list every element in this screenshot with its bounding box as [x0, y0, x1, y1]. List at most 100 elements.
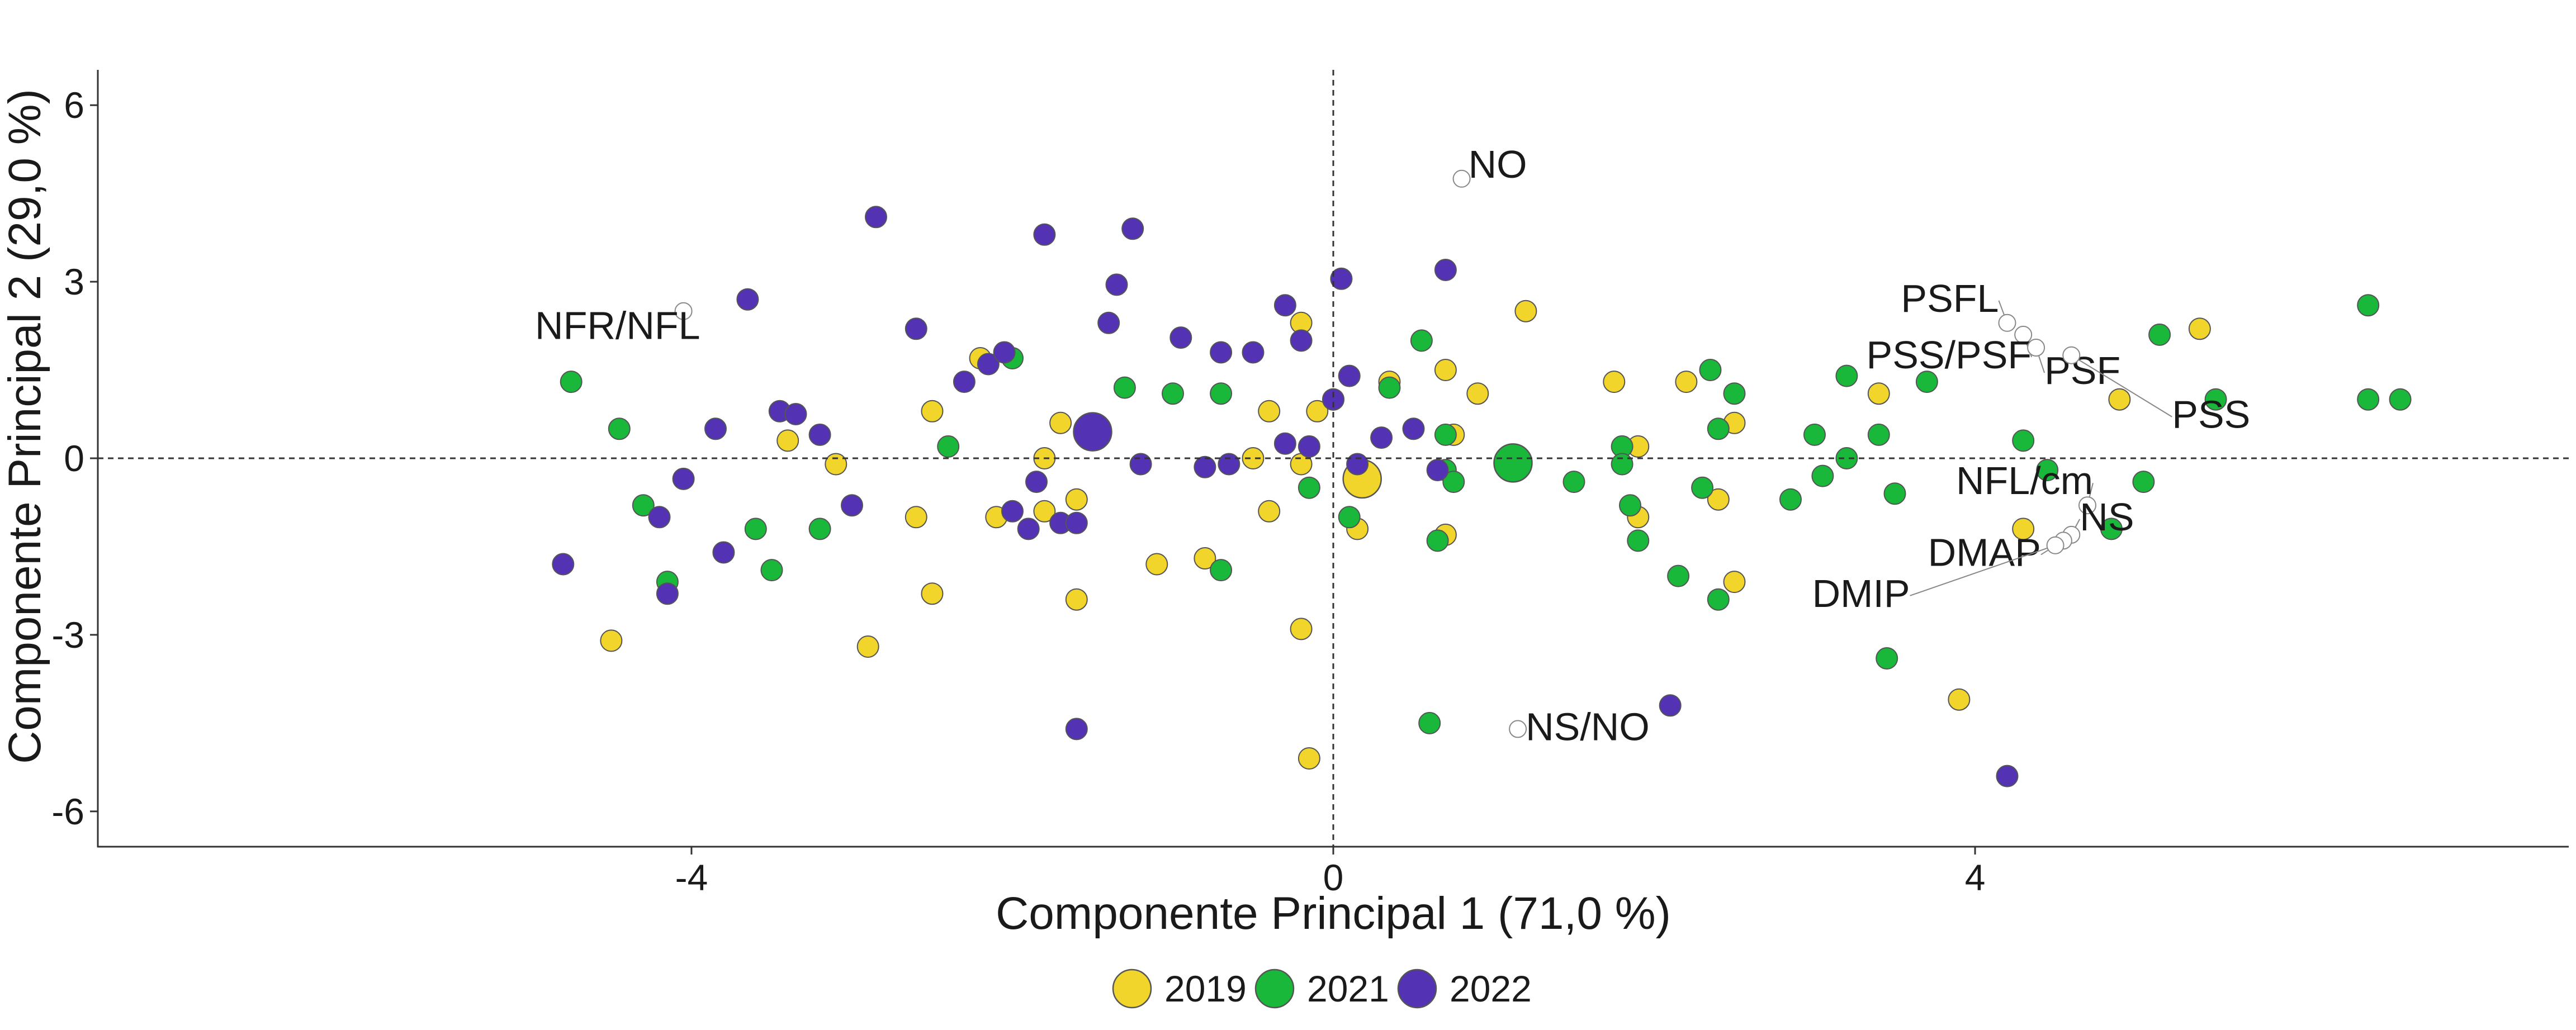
point-2022	[1218, 453, 1240, 476]
point-2022	[1290, 329, 1313, 352]
point-2022	[1434, 259, 1457, 281]
point-2021	[2012, 429, 2035, 452]
variable-label: PSS/PSF	[1867, 333, 2032, 377]
point-2021	[2100, 518, 2123, 540]
point-2022	[672, 467, 695, 490]
y-tick-label: 0	[64, 438, 84, 479]
point-2021	[2148, 323, 2171, 346]
point-2021	[1699, 359, 1722, 381]
y-tick-label: 3	[64, 261, 84, 302]
legend-item-2019: 2019	[1112, 968, 1247, 1009]
point-2022	[905, 317, 927, 340]
point-2021	[2389, 388, 2412, 411]
point-2019	[600, 629, 623, 652]
variable-marker	[1452, 169, 1471, 188]
point-2022	[1242, 341, 1265, 364]
point-2019	[1707, 488, 1730, 511]
point-2022	[1273, 294, 1296, 317]
variable-label: NFR/NFL	[535, 304, 700, 348]
point-2019	[856, 635, 879, 658]
point-2021	[1210, 559, 1233, 582]
label-leader	[2071, 354, 2172, 417]
point-2019	[1258, 500, 1281, 523]
point-2019	[1049, 411, 1072, 434]
point-2019	[1065, 488, 1088, 511]
point-2021	[1915, 371, 1938, 393]
point-2021	[1410, 329, 1433, 352]
point-2021	[1434, 423, 1457, 446]
point-2021	[760, 559, 783, 582]
x-tick-label: -4	[675, 857, 708, 898]
point-2021	[1707, 417, 1730, 440]
point-2021	[2357, 388, 2380, 411]
legend-swatch	[1254, 969, 1295, 1009]
point-2021	[808, 518, 831, 540]
centroid-2021	[1493, 443, 1533, 483]
point-2022	[1370, 426, 1393, 449]
point-2019	[1603, 371, 1626, 393]
point-2022	[552, 553, 575, 576]
legend-swatch	[1112, 969, 1152, 1009]
point-2022	[1129, 453, 1152, 476]
point-2019	[776, 429, 799, 452]
point-2022	[1105, 273, 1128, 296]
point-2021	[1723, 382, 1746, 405]
point-2022	[736, 288, 759, 311]
point-2022	[1346, 453, 1369, 476]
point-2021	[1338, 506, 1361, 529]
point-2021	[1298, 476, 1320, 499]
point-2021	[1803, 423, 1826, 446]
point-2019	[825, 453, 847, 476]
point-2021	[1442, 471, 1465, 493]
point-2019	[2188, 317, 2211, 340]
legend-label: 2019	[1164, 968, 1247, 1009]
variable-label: NS/NO	[1526, 705, 1650, 748]
point-2021	[1811, 464, 1834, 487]
point-2021	[632, 494, 655, 517]
legend-swatch	[1397, 969, 1437, 1009]
variable-marker	[2027, 339, 2045, 357]
point-2022	[977, 353, 1000, 376]
point-2021	[2357, 294, 2380, 317]
point-2019	[1194, 547, 1216, 569]
point-2021	[1426, 529, 1449, 552]
point-2021	[1611, 453, 1633, 476]
legend: 2019 2021 2022	[1112, 968, 1532, 1009]
point-2021	[1619, 494, 1641, 517]
data-points	[552, 206, 2412, 787]
variable-label: DMIP	[1812, 572, 1910, 615]
x-tick-label: 4	[1965, 857, 1986, 898]
y-tick-label: -3	[51, 614, 84, 656]
point-2022	[712, 541, 735, 564]
point-2022	[1402, 417, 1425, 440]
point-2019	[1242, 447, 1265, 469]
point-2022	[1169, 326, 1192, 349]
point-2022	[1194, 455, 1216, 478]
point-2021	[2204, 388, 2227, 411]
point-2019	[905, 506, 927, 529]
point-2022	[704, 417, 727, 440]
point-2022	[1097, 311, 1120, 334]
point-2022	[1659, 694, 1682, 717]
point-2021	[1627, 529, 1650, 552]
variable-label: PSFL	[1901, 277, 1999, 320]
variable-label: PSF	[2044, 349, 2120, 392]
point-2022	[784, 403, 807, 425]
variable-label: NO	[1469, 143, 1527, 186]
point-2019	[2012, 518, 2035, 540]
y-tick-label: -6	[51, 791, 84, 832]
point-2019	[1306, 400, 1329, 423]
point-2022	[808, 423, 831, 446]
variable-label: PSS	[2172, 393, 2250, 436]
point-2022	[1033, 223, 1056, 246]
x-tick-label: 0	[1323, 857, 1344, 898]
point-2022	[1001, 500, 1024, 523]
point-2019	[1675, 371, 1698, 393]
point-2021	[1418, 711, 1441, 734]
centroid-2022	[1073, 412, 1112, 452]
variable-marker	[1509, 720, 1527, 738]
label-leader	[1910, 544, 2056, 596]
point-2021	[1779, 488, 1802, 511]
